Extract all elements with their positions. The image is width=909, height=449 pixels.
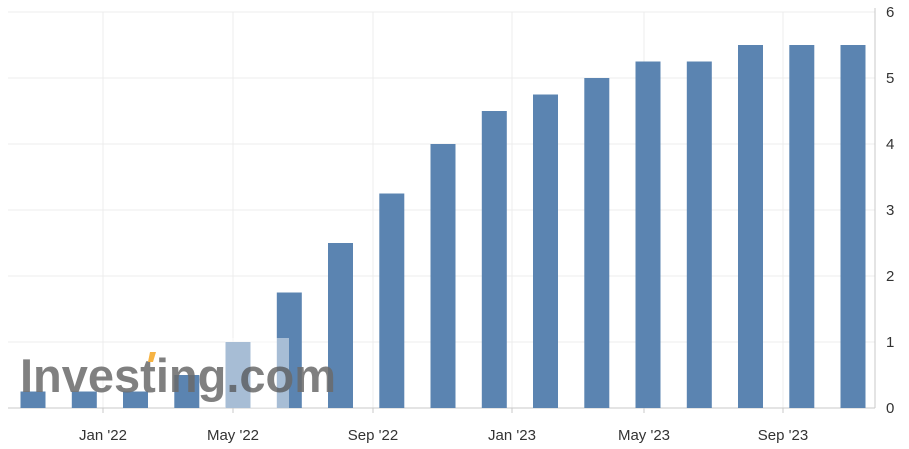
x-tick-label-5: Sep '23 — [758, 427, 808, 444]
x-tick-label-0: Jan '22 — [79, 427, 127, 444]
y-tick-label-0: 0 — [886, 400, 894, 417]
x-tick-label-1: May '22 — [207, 427, 259, 444]
y-tick-label-3: 3 — [886, 202, 894, 219]
bar-1[interactable] — [71, 391, 97, 409]
y-tick-label-1: 1 — [886, 334, 894, 351]
bar-12[interactable] — [635, 61, 661, 409]
bar-6[interactable] — [328, 243, 353, 408]
bar-4[interactable] — [225, 342, 251, 408]
x-axis-tick-labels: Jan '22 May '22 Sep '22 Jan '23 May '23 Sep '… — [79, 427, 808, 444]
bar-15[interactable] — [789, 45, 815, 408]
logo-accent-mark — [148, 352, 156, 362]
bar-0[interactable] — [20, 391, 46, 409]
y-tick-label-5: 5 — [886, 70, 894, 87]
x-tick-label-4: May '23 — [618, 427, 670, 444]
y-tick-label-4: 4 — [886, 136, 894, 153]
x-tick-label-2: Sep '22 — [348, 427, 398, 444]
watermark-text: Investing.com — [20, 349, 336, 402]
bar-8[interactable] — [430, 144, 456, 408]
bar-series — [20, 45, 866, 409]
bar-7[interactable] — [379, 193, 405, 409]
bar-9[interactable] — [481, 111, 507, 408]
bar-13[interactable] — [686, 61, 712, 409]
x-tick-label-3: Jan '23 — [488, 427, 536, 444]
bar-2[interactable] — [123, 391, 148, 409]
bar-3[interactable] — [174, 375, 200, 408]
y-axis-tick-labels: 0 1 2 3 4 5 6 — [886, 4, 894, 417]
investing-logo-watermark: Investing.com — [20, 338, 336, 408]
y-tick-label-6: 6 — [886, 4, 894, 21]
bar-5[interactable] — [276, 292, 302, 409]
bar-10[interactable] — [533, 94, 558, 409]
bar-14[interactable] — [738, 45, 763, 408]
y-tick-label-2: 2 — [886, 268, 894, 285]
bar-16[interactable] — [840, 45, 866, 408]
bar-11[interactable] — [584, 78, 610, 408]
